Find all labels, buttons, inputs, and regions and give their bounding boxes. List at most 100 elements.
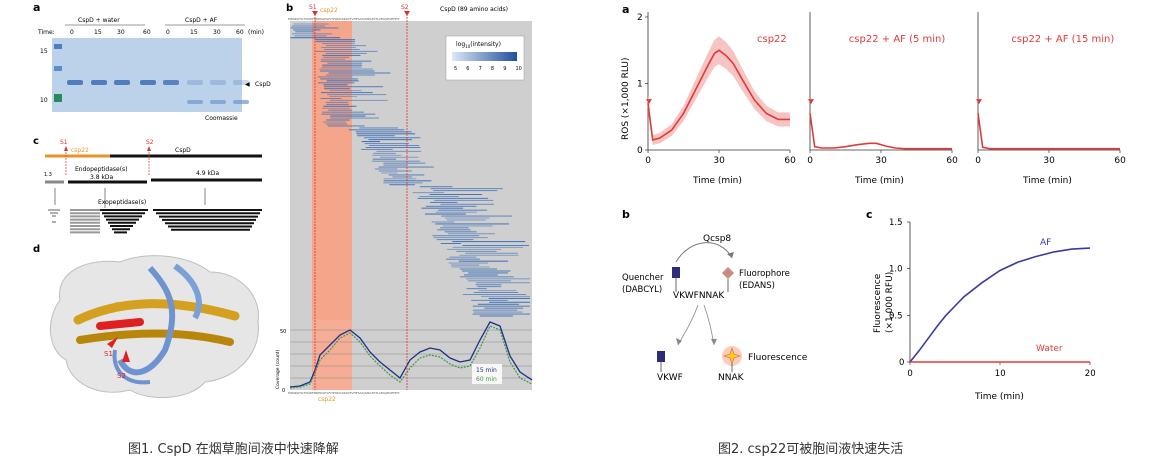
gel-marker-band xyxy=(54,66,62,71)
gel-group-af: CspD + AF xyxy=(185,17,218,24)
gel-time-0: 0 xyxy=(70,29,74,36)
gel-arrow: ◀ xyxy=(245,81,250,88)
ros-line xyxy=(809,113,952,150)
ros-panels: 0 30 60 0 1 2 Time (min) csp22 0 30 60 Time (min) cs… xyxy=(637,12,1126,186)
helix xyxy=(173,263,202,320)
fig2-panel-c-letter: c xyxy=(866,208,873,221)
gel-image xyxy=(52,38,242,112)
peptide-bars xyxy=(290,23,530,317)
ros-title: csp22 xyxy=(757,34,787,45)
fluor-y-tick: 0 xyxy=(899,358,904,368)
peptide-map-sequence: MSNRQTGTVKWFNDEKGFGFITPQDGSKDVFVHFSAIQGN… xyxy=(288,17,400,21)
fluor-x-tick: 0 xyxy=(907,369,912,379)
coverage-60min-line xyxy=(289,325,533,389)
product-1: VKWF xyxy=(657,373,683,383)
gel-time-6: 30 xyxy=(213,29,221,36)
fluor-x-tick: 20 xyxy=(1085,369,1096,379)
fluor-x-tick: 10 xyxy=(995,369,1006,379)
ros-x-tick: 30 xyxy=(1043,156,1055,166)
ros-title: csp22 + AF (5 min) xyxy=(849,34,946,45)
fig1-panel-d-letter: d xyxy=(33,244,40,255)
legend-tick: 8 xyxy=(491,66,494,72)
product-2: NNAK xyxy=(718,373,745,383)
fluor-y-tick: 1.5 xyxy=(889,218,903,228)
protein-surface xyxy=(49,255,259,399)
figure1-caption: 图1. CspD 在烟草胞间液中快速降解 xyxy=(128,442,339,457)
schematic-frag-13: 1.3 xyxy=(44,172,52,178)
ros-x-tick: 0 xyxy=(645,156,651,166)
schematic-cspd: CspD xyxy=(175,147,191,154)
structure-csp22: csp22 xyxy=(115,300,136,308)
figure2-caption: 图2. csp22可被胞间液快速失活 xyxy=(718,442,904,457)
beta-strand xyxy=(73,299,240,325)
substrate-sequence: VKWFNNAK xyxy=(673,291,725,301)
gel-band xyxy=(233,80,249,85)
ros-start-arrow xyxy=(976,99,982,105)
ros-x-tick: 0 xyxy=(975,156,981,166)
scheme-enzyme-arc xyxy=(675,242,733,263)
fluorescence-chart: 0 0.5 1.0 1.5 0 10 20 Time (min) AF Water xyxy=(889,218,1096,402)
fluor-legend-water: Water xyxy=(1036,344,1063,354)
legend-tick: 7 xyxy=(479,66,482,72)
coverage-sequence: MSNRQTGTVKWFNDEKGFGFITPQDGSKDVFVHFSAIQGN… xyxy=(288,391,400,395)
figure1: a CspD + water CspD + AF Time: 0 15 30 60 0 1… xyxy=(33,1,533,403)
fig2-panel-b-letter: b xyxy=(622,208,630,221)
peptide-map-protein: CspD (89 amino acids) xyxy=(440,6,508,13)
gel-band-label: CspD xyxy=(255,81,271,88)
gel-band xyxy=(114,80,130,85)
ros-start-arrow xyxy=(808,99,814,105)
fluorophore-icon xyxy=(722,267,734,279)
legend-tick: 10 xyxy=(516,66,522,72)
ros-start-arrow xyxy=(646,99,652,105)
gel-time-unit: (min) xyxy=(248,29,264,36)
coverage-csp22: csp22 xyxy=(318,396,336,403)
gel-degradation-band xyxy=(233,100,249,104)
legend-title: log10(intensity) xyxy=(456,41,501,49)
helix xyxy=(117,265,176,376)
gel-time-2: 30 xyxy=(117,29,125,36)
fluor-ylabel-1: Fluorescence xyxy=(873,273,883,333)
figure2: a ROS (×1,000 RLU) 0 30 60 0 1 2 Time (min) csp… xyxy=(621,3,1126,402)
legend-tick: 5 xyxy=(454,66,457,72)
fig1-panel-a-letter: a xyxy=(33,1,40,14)
product-quencher-icon xyxy=(657,351,665,362)
fluor-xlabel: Time (min) xyxy=(974,392,1024,402)
fluor-legend-af: AF xyxy=(1040,238,1051,248)
schematic-s1: S1 xyxy=(60,139,68,146)
ros-y-tick: 0 xyxy=(637,146,643,156)
coverage-tick-0: 0 xyxy=(282,388,285,394)
schematic-frag-38: 3.8 kDa xyxy=(90,174,114,181)
schematic-endopeptidase: Endopeptidase(s) xyxy=(75,166,128,173)
fluorophore-sublabel: (EDANS) xyxy=(739,281,775,291)
fig1-panel-b-letter: b xyxy=(286,3,293,14)
ros-x-tick: 30 xyxy=(713,156,725,166)
schematic-frag-49: 4.9 kDa xyxy=(196,170,220,177)
ros-xlabel: Time (min) xyxy=(1022,176,1072,186)
schematic-csp22: csp22 xyxy=(71,147,89,154)
gel-time-ticks: 0 15 30 60 0 15 30 60 xyxy=(70,29,244,36)
quencher-label: Quencher xyxy=(622,273,664,283)
gel-bands xyxy=(67,80,249,104)
gel-time-5: 15 xyxy=(190,29,198,36)
quencher-sublabel: (DABCYL) xyxy=(622,285,662,295)
ros-title: csp22 + AF (15 min) xyxy=(1011,34,1114,45)
peptide-map-s1: S1 xyxy=(309,4,317,11)
ros-x-tick: 60 xyxy=(946,156,958,166)
structure-s2: S2 xyxy=(117,372,126,380)
gel-marker-15: 15 xyxy=(40,48,48,55)
coverage-tick-50: 50 xyxy=(280,329,286,335)
gel-time-3: 60 xyxy=(143,29,151,36)
coverage-axis-label: Coverage (count) xyxy=(275,350,281,389)
fig2-panel-a-letter: a xyxy=(622,3,629,16)
gel-time-label: Time: xyxy=(37,29,55,36)
peptide-map-csp22: csp22 xyxy=(320,7,338,14)
ros-x-tick: 60 xyxy=(1114,156,1126,166)
ros-x-tick: 30 xyxy=(875,156,887,166)
ros-line xyxy=(647,49,790,142)
fluor-ylabel-2: (×1,000 RFU) xyxy=(885,272,895,333)
ros-y-tick: 1 xyxy=(637,80,643,90)
fluor-y-tick: 1.0 xyxy=(889,265,903,275)
schematic-exopeptidase: Exopeptidase(s) xyxy=(98,199,146,206)
ros-y-tick: 2 xyxy=(637,13,643,23)
coverage-legend-60: 60 min xyxy=(476,376,497,383)
